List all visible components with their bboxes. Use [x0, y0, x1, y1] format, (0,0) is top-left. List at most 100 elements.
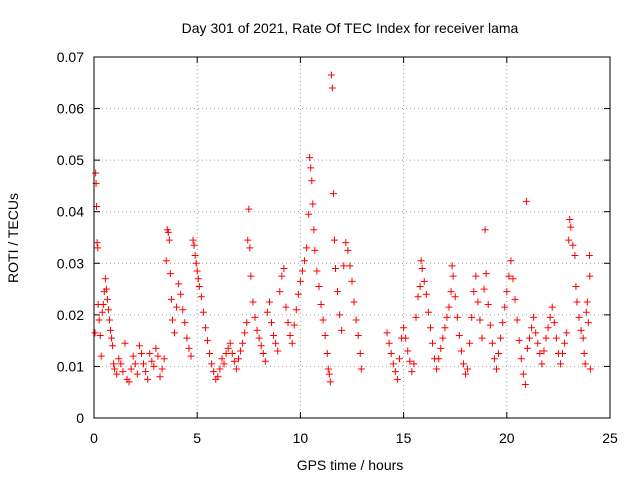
- plot-frame: [93, 56, 611, 419]
- data-point: [228, 350, 236, 358]
- data-point: [105, 316, 113, 324]
- data-point: [101, 275, 109, 283]
- data-point: [404, 347, 412, 355]
- data-point: [310, 226, 318, 234]
- data-point: [206, 350, 214, 358]
- data-point: [284, 319, 292, 327]
- x-tick-labels: 0 5 10 15 20 25: [90, 430, 618, 446]
- data-point: [571, 252, 579, 260]
- data-point: [579, 334, 587, 342]
- data-point: [583, 298, 591, 306]
- data-point: [152, 344, 160, 352]
- x-tick-label: 5: [193, 430, 201, 446]
- data-point: [441, 324, 449, 332]
- data-point: [523, 344, 531, 352]
- data-point: [412, 313, 420, 321]
- data-point: [328, 84, 336, 92]
- y-tick-label: 0.01: [57, 358, 84, 374]
- data-point: [276, 288, 284, 296]
- data-point: [586, 365, 594, 373]
- x-tick-label: 25: [602, 430, 618, 446]
- data-point: [420, 277, 428, 285]
- data-point: [146, 350, 154, 358]
- data-point: [480, 285, 488, 293]
- data-point: [357, 365, 365, 373]
- data-point: [566, 215, 574, 223]
- data-point: [336, 311, 344, 319]
- data-point: [334, 288, 342, 296]
- data-point: [222, 350, 230, 358]
- data-point: [224, 344, 232, 352]
- data-point: [410, 360, 418, 368]
- data-point: [244, 236, 252, 244]
- data-point: [526, 334, 534, 342]
- data-point: [166, 270, 174, 278]
- data-point: [272, 339, 280, 347]
- data-point: [125, 378, 133, 386]
- data-point: [395, 355, 403, 363]
- data-point: [534, 339, 542, 347]
- data-point: [453, 313, 461, 321]
- data-point: [268, 319, 276, 327]
- data-point: [183, 334, 191, 342]
- data-point: [540, 347, 548, 355]
- data-point: [445, 303, 453, 311]
- data-point: [325, 370, 333, 378]
- data-point: [98, 308, 106, 316]
- data-point: [93, 239, 101, 247]
- data-point: [148, 357, 156, 365]
- data-point: [204, 337, 212, 345]
- data-point: [288, 339, 296, 347]
- data-point: [414, 293, 422, 301]
- data-point: [257, 342, 265, 350]
- data-point: [308, 177, 316, 185]
- data-point: [439, 334, 447, 342]
- data-point: [565, 236, 573, 244]
- x-tick-label: 0: [90, 430, 98, 446]
- data-point: [342, 239, 350, 247]
- data-point: [216, 365, 224, 373]
- data-point: [192, 259, 200, 267]
- data-point: [241, 329, 249, 337]
- data-point: [253, 326, 261, 334]
- data-point: [119, 368, 127, 376]
- data-point: [309, 200, 317, 208]
- data-points: [91, 71, 594, 388]
- data-point: [94, 244, 102, 252]
- data-point: [457, 347, 465, 355]
- data-point: [164, 228, 172, 236]
- data-point: [194, 275, 202, 283]
- data-point: [567, 223, 575, 231]
- data-point: [544, 324, 552, 332]
- data-point: [346, 262, 354, 270]
- data-point: [137, 350, 145, 358]
- data-point: [507, 257, 515, 265]
- data-point: [190, 241, 198, 249]
- data-point: [214, 373, 222, 381]
- data-point: [548, 303, 556, 311]
- data-point: [582, 308, 590, 316]
- data-point: [278, 272, 286, 280]
- axis-ticks: [93, 56, 611, 419]
- data-point: [417, 257, 425, 265]
- data-point: [561, 339, 569, 347]
- data-point: [201, 324, 209, 332]
- data-point: [179, 306, 187, 314]
- data-point: [338, 326, 346, 334]
- data-point: [580, 350, 588, 358]
- data-point: [150, 362, 158, 370]
- data-point: [406, 357, 414, 365]
- data-point: [326, 378, 334, 386]
- data-point: [92, 169, 100, 177]
- data-point: [197, 293, 205, 301]
- data-point: [563, 329, 571, 337]
- data-point: [389, 360, 397, 368]
- data-point: [246, 244, 254, 252]
- data-point: [270, 331, 278, 339]
- data-point: [129, 352, 137, 360]
- data-point: [584, 319, 592, 327]
- grid-lines: [94, 57, 610, 418]
- data-point: [230, 357, 238, 365]
- data-point: [110, 360, 118, 368]
- data-point: [340, 262, 348, 270]
